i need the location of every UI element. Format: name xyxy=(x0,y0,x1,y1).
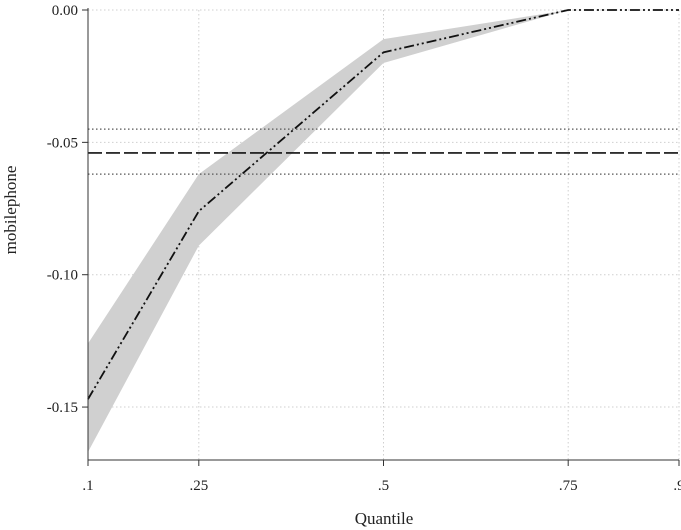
x-tick-label: .75 xyxy=(559,478,578,494)
y-tick-label: -0.15 xyxy=(47,400,78,416)
y-tick-label: -0.05 xyxy=(47,135,78,151)
y-tick-label: -0.10 xyxy=(47,268,78,284)
x-tick-label: .9 xyxy=(673,478,681,494)
x-tick-label: .1 xyxy=(82,478,93,494)
confidence-band-layer xyxy=(88,10,679,453)
x-tick-label: .5 xyxy=(378,478,389,494)
tick-labels-layer: 0.00 -0.05 -0.10 -0.15 .1 .25 .5 .75 .9 xyxy=(47,3,681,494)
x-axis-label: Quantile xyxy=(355,509,414,528)
quantile-estimate-line xyxy=(87,9,679,400)
x-tick-label: .25 xyxy=(189,478,208,494)
axes-layer xyxy=(82,8,680,466)
y-tick-label: 0.00 xyxy=(52,3,78,19)
ols-lines-layer xyxy=(88,128,679,175)
quantile-confidence-band xyxy=(88,10,679,453)
quantile-series-layer xyxy=(87,9,680,400)
y-axis-label: mobilephone xyxy=(1,166,20,255)
